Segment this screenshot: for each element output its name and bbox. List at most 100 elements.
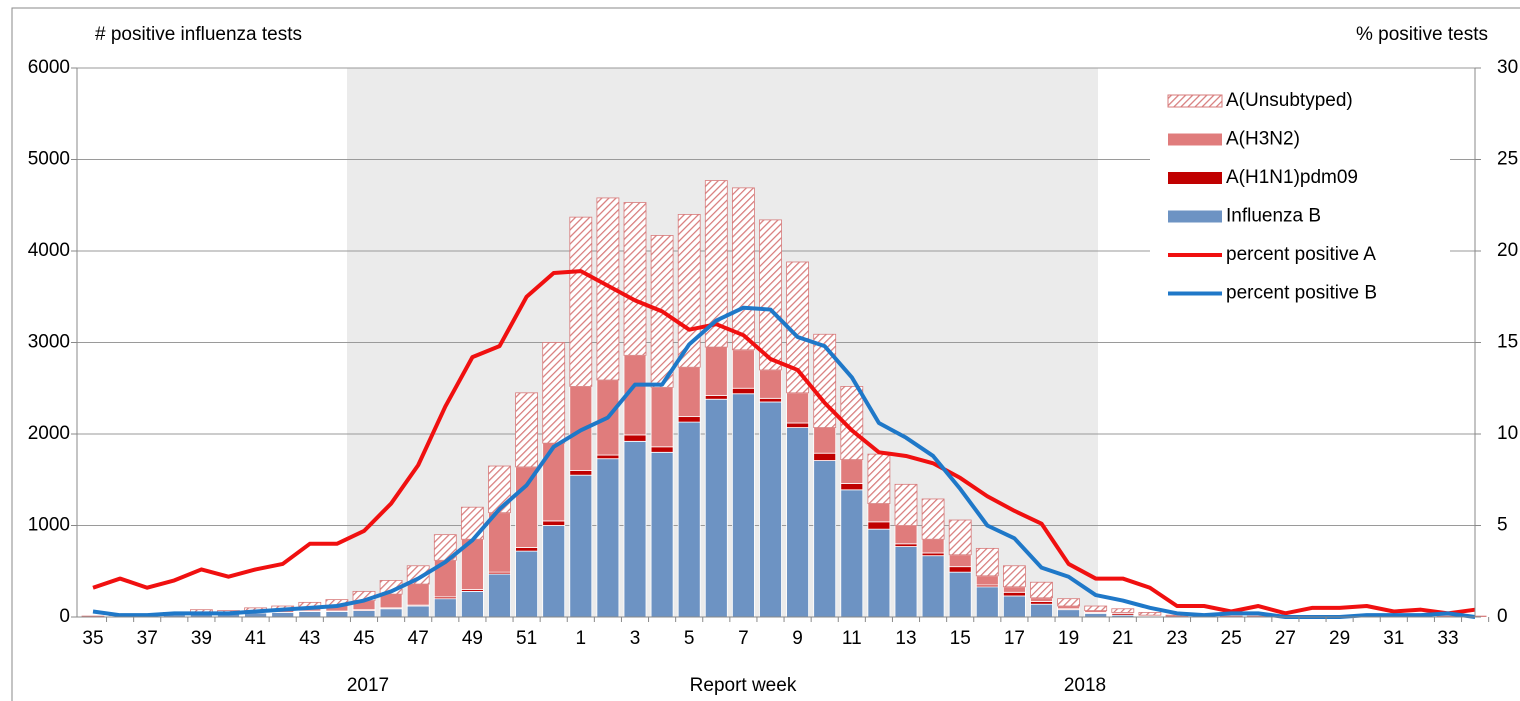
bar-segment [298, 611, 322, 618]
y2-tick-label: 0 [1497, 606, 1508, 627]
bar-segment [732, 393, 755, 618]
x-tick-label: 37 [137, 628, 158, 649]
y2-axis-title: % positive tests [1356, 24, 1488, 45]
bar-segment [569, 474, 593, 618]
legend-swatch [1168, 172, 1222, 184]
bar-segment [840, 386, 864, 461]
bar-segment [515, 466, 538, 548]
bar-segment [650, 386, 674, 448]
x-tick-label: 1 [576, 628, 587, 649]
x-tick-label: 51 [516, 628, 537, 649]
legend-label: A(Unsubtyped) [1226, 90, 1353, 111]
bar-segment [1003, 565, 1026, 588]
bar-segment [975, 586, 999, 618]
bar-segment [488, 573, 511, 618]
legend-swatch [1168, 133, 1222, 146]
bar-segment [569, 470, 593, 476]
y-tick-label: 4000 [28, 240, 70, 261]
bar-segment [867, 528, 891, 618]
y2-tick-label: 20 [1497, 240, 1518, 261]
bar-segment [840, 483, 864, 491]
bar-segment [1030, 603, 1053, 618]
x-tick-label: 17 [1004, 628, 1025, 649]
bar-segment [677, 416, 701, 423]
x-tick-label: 29 [1329, 628, 1350, 649]
bar-segment [542, 342, 566, 444]
legend-label: percent positive B [1226, 283, 1377, 304]
bar-segment [786, 392, 809, 424]
bar-segment [460, 506, 484, 540]
bar-segment [433, 598, 457, 618]
bar-segment [1003, 595, 1026, 618]
bar-segment [515, 547, 538, 552]
bar-segment [1030, 601, 1053, 605]
bar-segment [650, 451, 674, 618]
legend-swatch [1168, 210, 1222, 223]
x-tick-label: 15 [950, 628, 971, 649]
x-tick-label: 45 [353, 628, 374, 649]
x-tick-label: 7 [738, 628, 749, 649]
legend-label: Influenza B [1226, 206, 1321, 227]
bar-segment [732, 187, 755, 351]
x-tick-label: 41 [245, 628, 266, 649]
bar-segment [352, 610, 376, 618]
x-tick-label: 3 [630, 628, 641, 649]
bar-segment [921, 538, 945, 554]
bar-segment [460, 590, 484, 618]
x-tick-label: 23 [1166, 628, 1187, 649]
legend-label: A(H3N2) [1226, 129, 1300, 150]
bar-segment [786, 422, 809, 428]
bar-segment [1030, 581, 1053, 599]
bar-segment [542, 525, 566, 618]
bar-segment [732, 387, 755, 395]
frame [11, 7, 1520, 701]
bar-segment [379, 608, 403, 618]
bar-segment [1057, 598, 1080, 607]
bar-segment [1111, 608, 1135, 613]
bar-segment [975, 547, 999, 577]
bar-segment [813, 460, 837, 618]
x-axis-title: Report week [690, 675, 797, 696]
bar-segment [840, 459, 864, 484]
bar-segment [759, 401, 782, 618]
bar-segment [975, 575, 999, 586]
bar-segment [1057, 609, 1080, 618]
bar-segment [271, 612, 295, 618]
y2-tick-label: 30 [1497, 57, 1518, 78]
bar-segment [813, 333, 837, 428]
x-tick-label: 13 [895, 628, 916, 649]
bar-segment [704, 180, 728, 348]
bar-segment [515, 392, 538, 468]
bar-segment [515, 550, 538, 618]
bar-segment [1003, 586, 1026, 593]
bar-segment [569, 216, 593, 387]
bar-segment [704, 395, 728, 400]
y-axis-title: # positive influenza tests [95, 24, 302, 45]
lines [92, 269, 1476, 619]
bar-segment [677, 421, 701, 618]
legend-label: A(H1N1)pdm09 [1226, 167, 1358, 188]
x-tick-label: 39 [191, 628, 212, 649]
bar-segment [623, 440, 647, 618]
bar-segment [488, 465, 511, 514]
y-tick-label: 3000 [28, 332, 70, 353]
bar-segment [921, 552, 945, 557]
line-series [92, 269, 1476, 616]
year-label: 2017 [347, 675, 389, 696]
bar-segment [406, 583, 430, 606]
bar-segment [813, 452, 837, 461]
y-tick-label: 0 [59, 606, 70, 627]
bar-segment [704, 398, 728, 618]
bar-segment [1057, 605, 1080, 610]
y2-tick-label: 25 [1497, 149, 1518, 170]
bar-segment [867, 521, 891, 530]
bar-segment [1003, 591, 1026, 597]
x-tick-label: 43 [299, 628, 320, 649]
bar-segment [894, 483, 918, 526]
bar-segment [325, 611, 349, 618]
x-tick-label: 9 [792, 628, 803, 649]
line-series [92, 305, 1476, 619]
bar-segment [650, 446, 674, 453]
